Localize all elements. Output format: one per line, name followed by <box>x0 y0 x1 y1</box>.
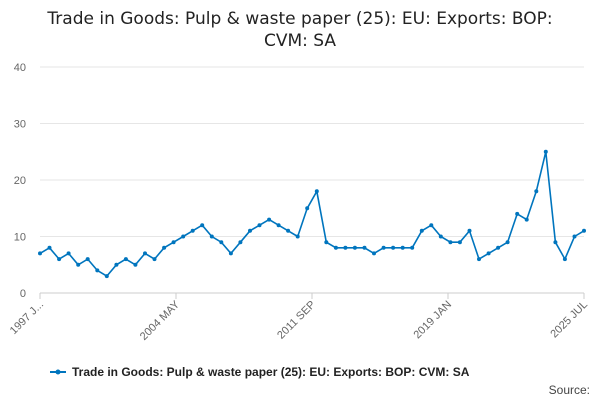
gridlines <box>40 66 584 294</box>
data-point[interactable] <box>486 251 491 256</box>
data-point[interactable] <box>448 240 453 245</box>
data-point[interactable] <box>295 234 300 239</box>
data-point[interactable] <box>410 245 415 250</box>
data-point[interactable] <box>534 189 539 194</box>
data-point[interactable] <box>496 245 501 250</box>
legend-dot-marker <box>55 369 61 375</box>
data-point[interactable] <box>515 211 520 216</box>
data-point[interactable] <box>429 223 434 228</box>
data-point[interactable] <box>352 245 357 250</box>
y-axis-ticks: 0 10 20 30 40 <box>14 62 26 300</box>
y-tick-label: 20 <box>14 175 26 187</box>
y-tick-label: 0 <box>20 288 26 300</box>
data-point[interactable] <box>362 245 367 250</box>
data-point[interactable] <box>477 257 481 262</box>
data-point[interactable] <box>324 240 329 245</box>
data-point[interactable] <box>209 234 214 239</box>
data-point[interactable] <box>47 245 52 250</box>
x-tick-label: 1997 J... <box>8 299 46 337</box>
data-point[interactable] <box>467 228 472 233</box>
data-point[interactable] <box>276 223 281 228</box>
data-point[interactable] <box>343 245 348 250</box>
series-line <box>38 149 586 279</box>
data-point[interactable] <box>381 245 386 250</box>
data-point[interactable] <box>190 228 195 233</box>
data-point[interactable] <box>286 228 291 233</box>
data-point[interactable] <box>391 245 396 250</box>
data-point[interactable] <box>123 257 128 262</box>
legend[interactable]: Trade in Goods: Pulp & waste paper (25):… <box>50 365 470 379</box>
data-point[interactable] <box>104 274 109 279</box>
data-point[interactable] <box>543 149 548 154</box>
series-path <box>39 151 585 278</box>
data-point[interactable] <box>152 257 157 262</box>
data-point[interactable] <box>200 223 205 228</box>
data-point[interactable] <box>524 217 529 222</box>
data-point[interactable] <box>372 251 376 256</box>
data-point[interactable] <box>333 245 338 250</box>
data-point[interactable] <box>143 251 147 256</box>
x-tick-label: 2011 SEP <box>275 299 318 342</box>
chart-title-line-1: Trade in Goods: Pulp & waste paper (25):… <box>46 9 552 29</box>
data-point[interactable] <box>248 228 252 233</box>
data-point[interactable] <box>228 251 233 256</box>
data-point[interactable] <box>162 245 167 250</box>
data-point[interactable] <box>257 223 262 228</box>
data-point[interactable] <box>572 234 577 239</box>
data-point[interactable] <box>582 228 586 233</box>
data-point[interactable] <box>133 262 138 267</box>
data-point[interactable] <box>38 251 42 256</box>
data-point[interactable] <box>553 240 558 245</box>
data-point[interactable] <box>181 234 186 239</box>
data-point[interactable] <box>505 240 510 245</box>
data-point[interactable] <box>66 251 71 256</box>
data-point[interactable] <box>438 234 443 239</box>
source-label[interactable]: Source: <box>549 383 590 397</box>
x-tick-label: 2019 JAN <box>411 299 454 342</box>
y-tick-label: 30 <box>14 119 26 131</box>
data-point[interactable] <box>219 240 224 245</box>
data-point[interactable] <box>419 228 424 233</box>
data-point[interactable] <box>457 240 462 245</box>
y-tick-label: 40 <box>14 62 26 74</box>
data-point[interactable] <box>171 240 176 245</box>
data-point[interactable] <box>85 257 90 262</box>
data-point[interactable] <box>314 189 319 194</box>
data-point[interactable] <box>267 217 272 222</box>
data-point[interactable] <box>57 257 62 262</box>
data-point[interactable] <box>114 262 119 267</box>
data-point[interactable] <box>562 257 567 262</box>
chart-title-line-2: CVM: SA <box>264 31 336 51</box>
data-point[interactable] <box>95 268 100 273</box>
data-point[interactable] <box>400 245 405 250</box>
x-axis-ticks: 1997 J... 2004 MAY 2011 SEP 2019 JAN 2025 JU… <box>8 293 590 343</box>
x-tick-label: 2025 JUL <box>548 299 590 341</box>
y-tick-label: 10 <box>14 232 26 244</box>
data-point[interactable] <box>76 262 81 267</box>
x-tick-label: 2004 MAY <box>138 298 183 343</box>
data-point[interactable] <box>238 240 243 245</box>
legend-label: Trade in Goods: Pulp & waste paper (25):… <box>72 365 470 379</box>
data-point[interactable] <box>305 206 310 211</box>
